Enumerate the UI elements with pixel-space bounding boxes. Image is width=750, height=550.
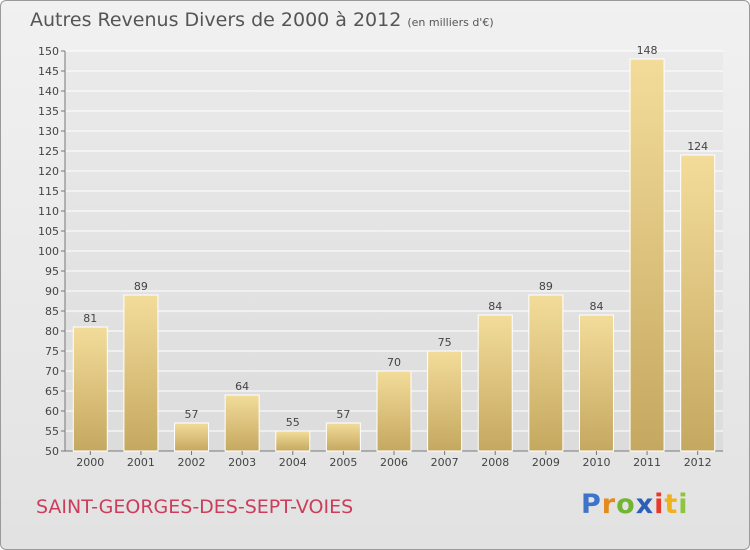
x-tick-label: 2007 bbox=[431, 456, 459, 469]
chart-title-text: Autres Revenus Divers de 2000 à 2012 bbox=[30, 9, 402, 31]
bar-2012 bbox=[680, 154, 716, 452]
bar-2003 bbox=[224, 394, 260, 452]
y-tick-label: 110 bbox=[38, 205, 59, 218]
y-tick-label: 95 bbox=[45, 265, 59, 278]
x-tick-label: 2001 bbox=[127, 456, 155, 469]
data-label: 84 bbox=[488, 300, 502, 313]
bar-2011 bbox=[629, 58, 665, 452]
x-tick-label: 2000 bbox=[76, 456, 104, 469]
bar-2009 bbox=[528, 294, 564, 452]
data-label: 64 bbox=[235, 380, 249, 393]
y-tick-label: 120 bbox=[38, 165, 59, 178]
bar-2007 bbox=[427, 350, 463, 452]
y-tick-label: 70 bbox=[45, 365, 59, 378]
data-label: 84 bbox=[589, 300, 603, 313]
data-label: 57 bbox=[336, 408, 350, 421]
y-tick-label: 125 bbox=[38, 145, 59, 158]
bar-2001 bbox=[123, 294, 159, 452]
bar-2004 bbox=[275, 430, 311, 452]
y-tick-label: 60 bbox=[45, 405, 59, 418]
bar-2006 bbox=[376, 370, 412, 452]
data-label: 148 bbox=[637, 44, 658, 57]
x-tick-label: 2009 bbox=[532, 456, 560, 469]
y-tick-label: 140 bbox=[38, 85, 59, 98]
y-tick-label: 55 bbox=[45, 425, 59, 438]
y-tick-label: 65 bbox=[45, 385, 59, 398]
y-tick-label: 115 bbox=[38, 185, 59, 198]
x-tick-label: 2012 bbox=[684, 456, 712, 469]
y-tick-label: 105 bbox=[38, 225, 59, 238]
data-label: 70 bbox=[387, 356, 401, 369]
y-tick-label: 85 bbox=[45, 305, 59, 318]
y-tick-label: 145 bbox=[38, 65, 59, 78]
chart-unit: (en milliers d'€) bbox=[407, 16, 494, 29]
x-tick-label: 2006 bbox=[380, 456, 408, 469]
chart-title: Autres Revenus Divers de 2000 à 2012 (en … bbox=[30, 9, 494, 31]
x-tick-label: 2011 bbox=[633, 456, 661, 469]
data-label: 57 bbox=[185, 408, 199, 421]
x-tick-label: 2010 bbox=[582, 456, 610, 469]
y-tick-label: 150 bbox=[38, 45, 59, 58]
data-label: 55 bbox=[286, 416, 300, 429]
x-tick-label: 2002 bbox=[178, 456, 206, 469]
bar-2010 bbox=[578, 314, 614, 452]
data-label: 81 bbox=[83, 312, 97, 325]
x-tick-label: 2005 bbox=[329, 456, 357, 469]
y-tick-label: 100 bbox=[38, 245, 59, 258]
town-name: SAINT-GEORGES-DES-SEPT-VOIES bbox=[36, 496, 354, 518]
proxiti-logo: Proxiti bbox=[581, 489, 689, 520]
data-label: 89 bbox=[539, 280, 553, 293]
bar-2005 bbox=[325, 422, 361, 452]
bar-2002 bbox=[174, 422, 210, 452]
bar-2008 bbox=[477, 314, 513, 452]
y-tick-label: 75 bbox=[45, 345, 59, 358]
x-tick-label: 2004 bbox=[279, 456, 307, 469]
y-tick-label: 130 bbox=[38, 125, 59, 138]
data-label: 124 bbox=[687, 140, 708, 153]
data-label: 75 bbox=[438, 336, 452, 349]
y-tick-label: 90 bbox=[45, 285, 59, 298]
y-tick-label: 80 bbox=[45, 325, 59, 338]
x-tick-label: 2003 bbox=[228, 456, 256, 469]
data-label: 89 bbox=[134, 280, 148, 293]
bar-2000 bbox=[72, 326, 108, 452]
x-tick-label: 2008 bbox=[481, 456, 509, 469]
y-tick-label: 135 bbox=[38, 105, 59, 118]
y-tick-label: 50 bbox=[45, 445, 59, 458]
